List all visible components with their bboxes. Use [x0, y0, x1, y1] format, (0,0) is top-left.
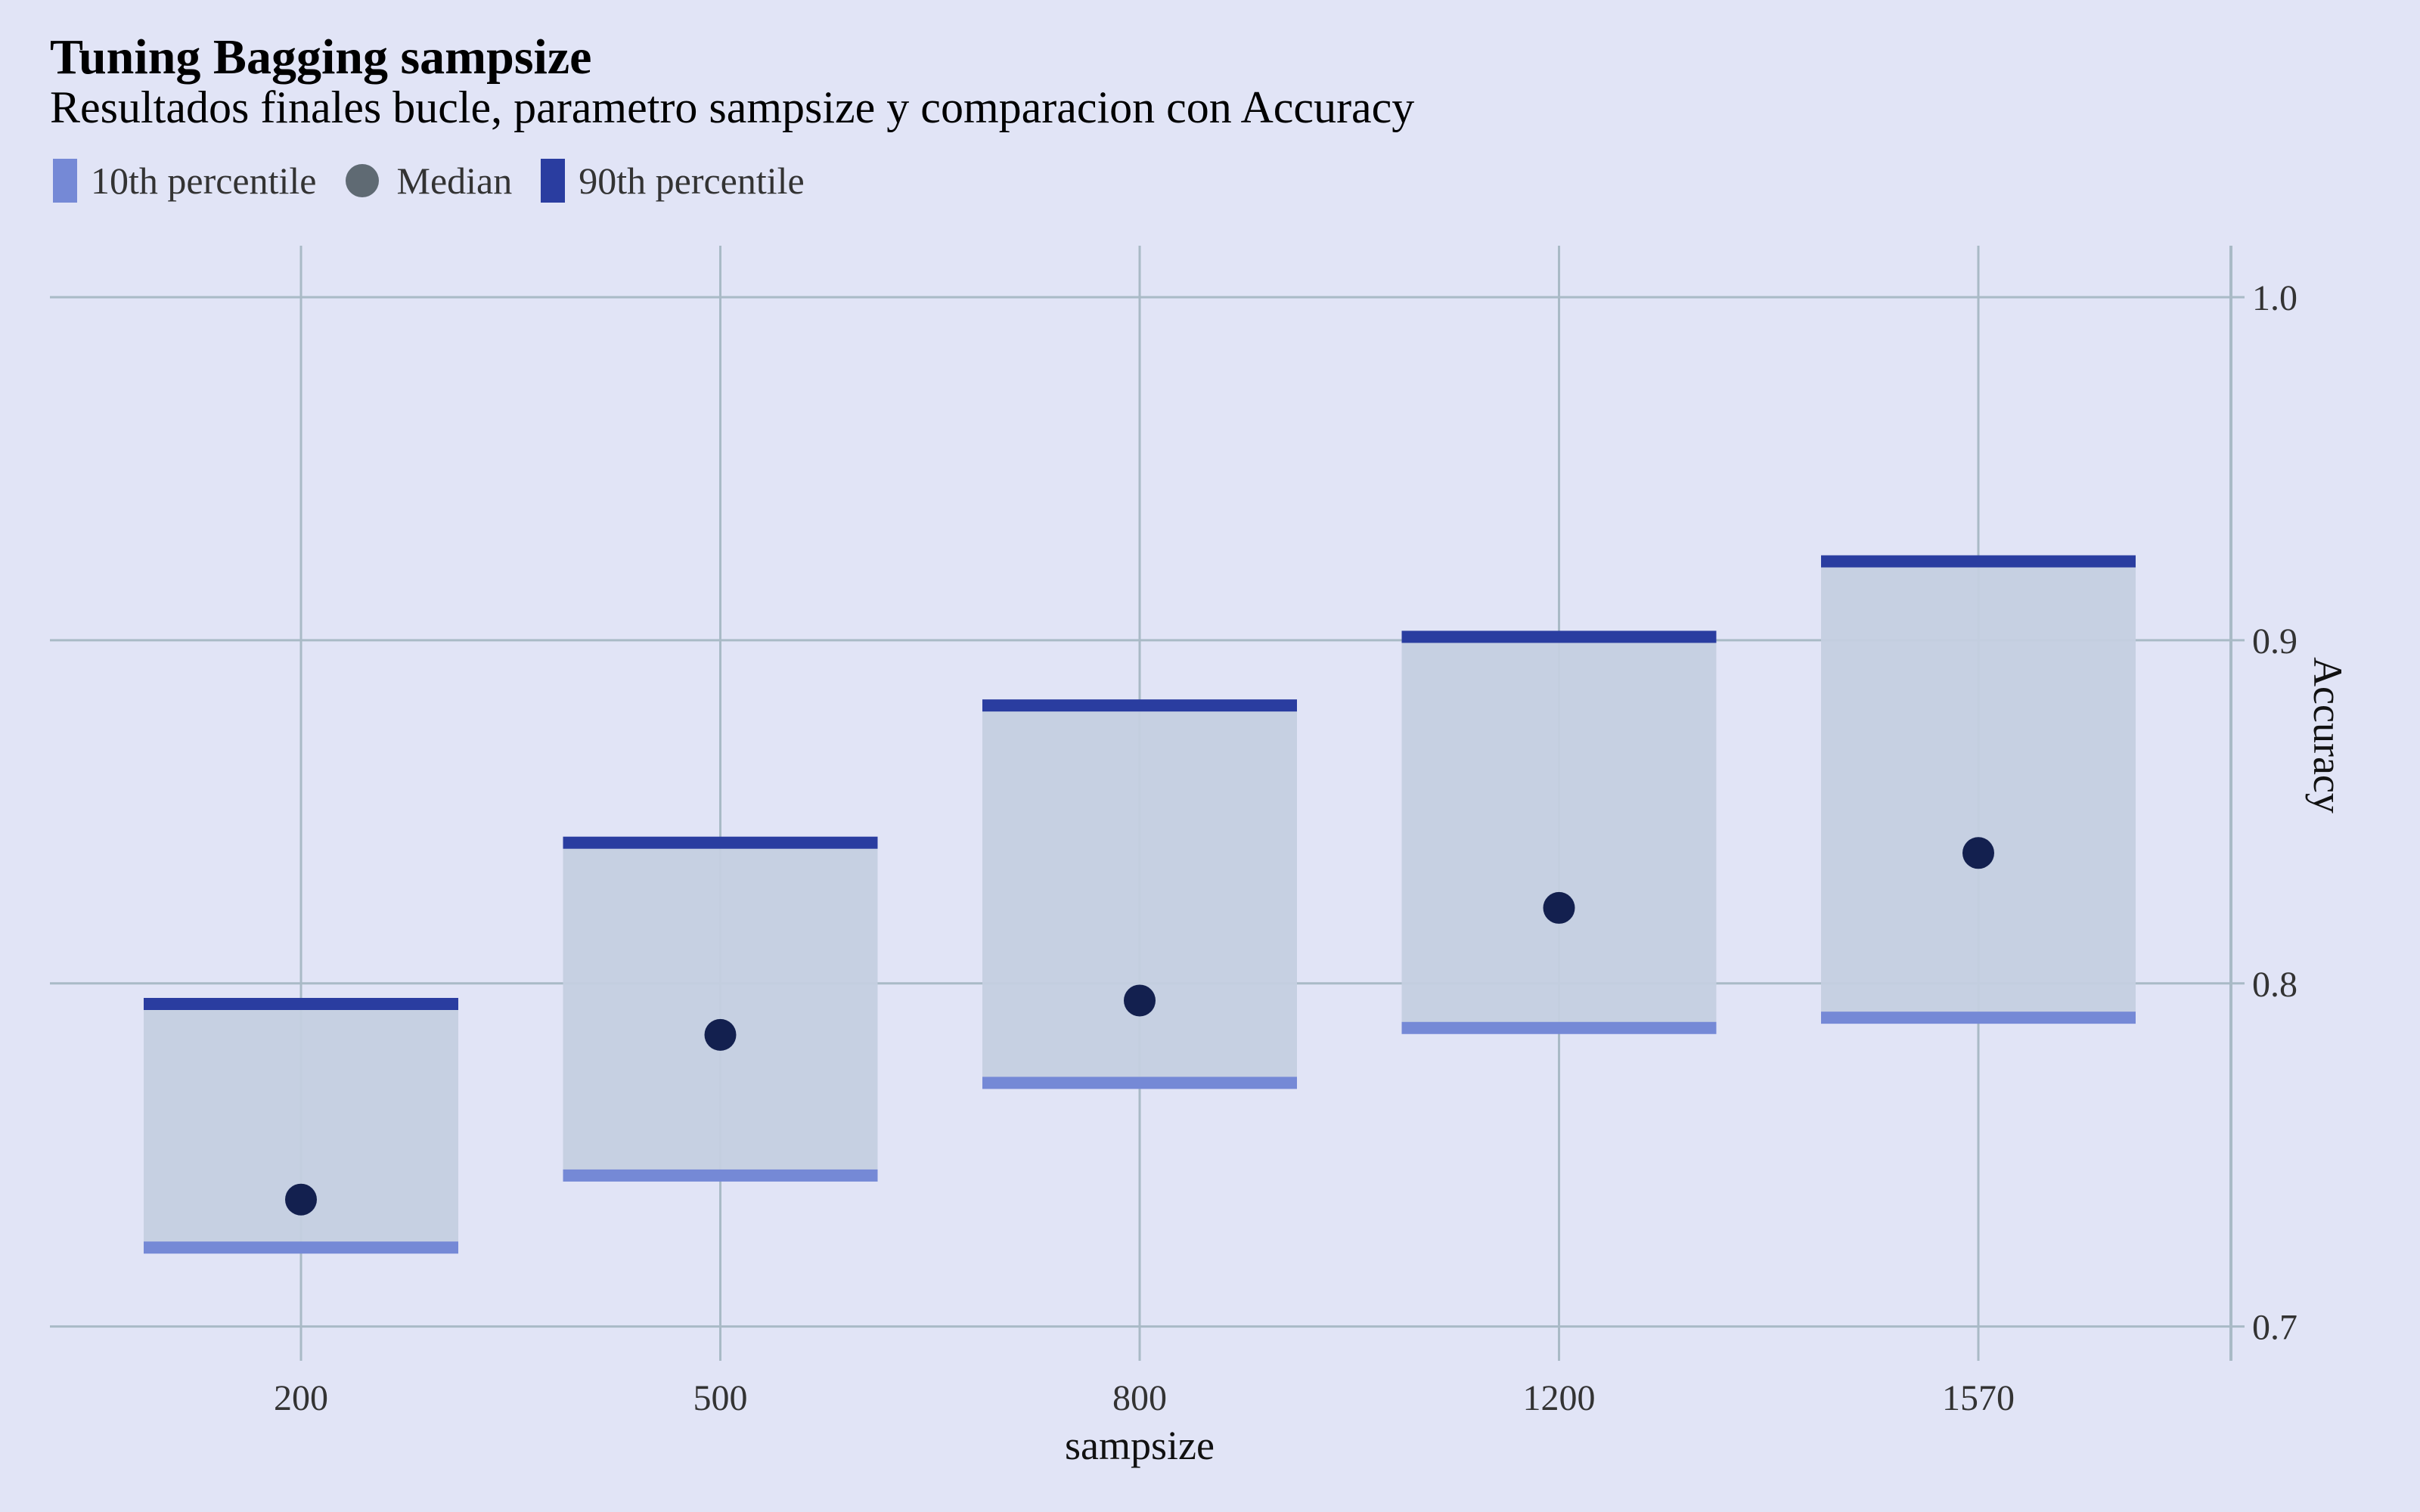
x-tick-label: 200	[274, 1378, 328, 1418]
legend-label-p90: 90th percentile	[579, 160, 805, 202]
p10-bar	[982, 1077, 1297, 1089]
range-band	[1821, 561, 2136, 1018]
p90-bar	[982, 699, 1297, 712]
y-tick-label: 0.8	[2252, 965, 2297, 1005]
legend-label-median: Median	[396, 160, 513, 202]
x-tick-label: 500	[693, 1378, 748, 1418]
chart-legend: 10th percentile Median 90th percentile	[53, 159, 833, 203]
median-point	[285, 1183, 317, 1216]
p10-bar	[144, 1241, 458, 1254]
x-tick-label: 800	[1112, 1378, 1167, 1418]
range-band	[982, 705, 1297, 1083]
median-point	[1124, 984, 1156, 1017]
median-point	[1543, 891, 1575, 924]
chart-subtitle: Resultados finales bucle, parametro samp…	[50, 82, 1415, 132]
x-tick-label: 1570	[1942, 1378, 2015, 1418]
median-point	[704, 1018, 737, 1051]
legend-swatch-p10	[53, 159, 77, 203]
p90-bar	[144, 998, 458, 1010]
legend-item-p90: 90th percentile	[541, 159, 805, 203]
legend-item-median: Median	[345, 159, 513, 203]
range-band	[563, 842, 878, 1176]
y-tick-label: 0.9	[2252, 621, 2297, 662]
p90-bar	[1401, 631, 1717, 643]
p10-bar	[1401, 1021, 1717, 1034]
legend-item-p10: 10th percentile	[53, 159, 317, 203]
y-tick-label: 1.0	[2252, 278, 2297, 318]
x-axis-label: sampsize	[1065, 1423, 1215, 1468]
range-band	[1401, 637, 1717, 1028]
p10-bar	[563, 1169, 878, 1182]
p90-bar	[1821, 555, 2136, 568]
y-tick-label: 0.7	[2252, 1308, 2297, 1348]
legend-label-p10: 10th percentile	[91, 160, 317, 202]
median-point	[1962, 837, 1994, 869]
chart-title: Tuning Bagging sampsize	[50, 29, 592, 85]
p90-bar	[563, 836, 878, 849]
y-axis-label: Accuracy	[2305, 657, 2350, 813]
legend-swatch-median	[345, 164, 379, 197]
x-tick-label: 1200	[1523, 1378, 1596, 1418]
p10-bar	[1821, 1012, 2136, 1024]
legend-swatch-p90	[541, 159, 566, 203]
